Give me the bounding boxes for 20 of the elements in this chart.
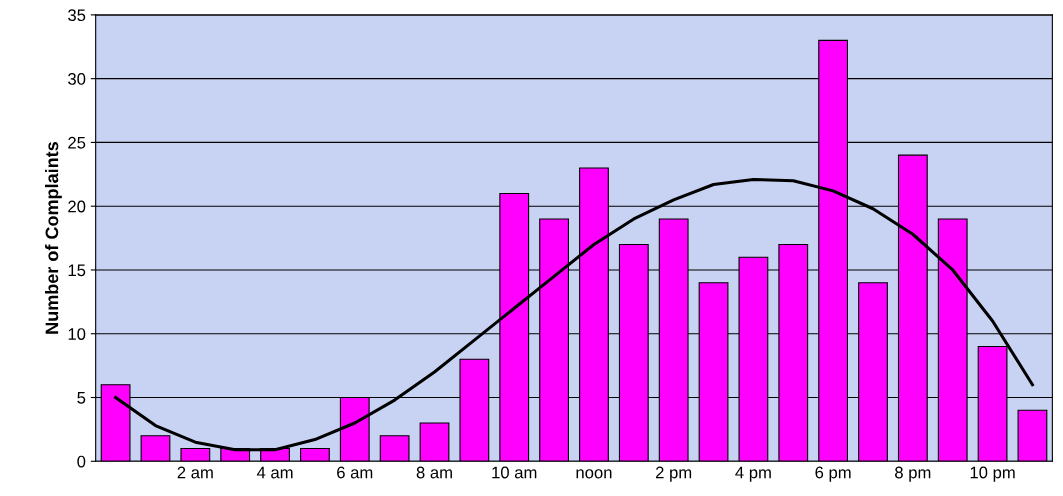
- x-tick-label: 10 pm: [970, 466, 1015, 482]
- x-tick-label: 6 pm: [815, 466, 851, 482]
- y-axis-title: Number of Complaints: [45, 142, 62, 334]
- y-tick-label: 0: [77, 455, 86, 468]
- x-tick-label: 6 am: [337, 466, 373, 479]
- x-tick-label: 2 am: [177, 466, 213, 479]
- x-tick-label: 4 pm: [735, 466, 771, 482]
- x-tick-label: 4 am: [256, 466, 293, 479]
- y-tick-label: 30: [68, 73, 86, 85]
- y-tick-label: 20: [68, 200, 86, 213]
- y-tick-label: 15: [68, 264, 86, 277]
- x-tick-label: 2 pm: [655, 466, 692, 482]
- x-tick-label: 8 pm: [895, 466, 931, 482]
- x-tick-label: noon: [576, 469, 612, 479]
- y-tick-label: 5: [77, 392, 86, 404]
- y-tick-label: 10: [68, 328, 86, 340]
- y-tick-label: 25: [68, 136, 86, 149]
- x-tick-label: 10 am: [492, 466, 537, 479]
- y-tick-label: 35: [68, 9, 86, 22]
- x-tick-label: 8 am: [416, 466, 452, 479]
